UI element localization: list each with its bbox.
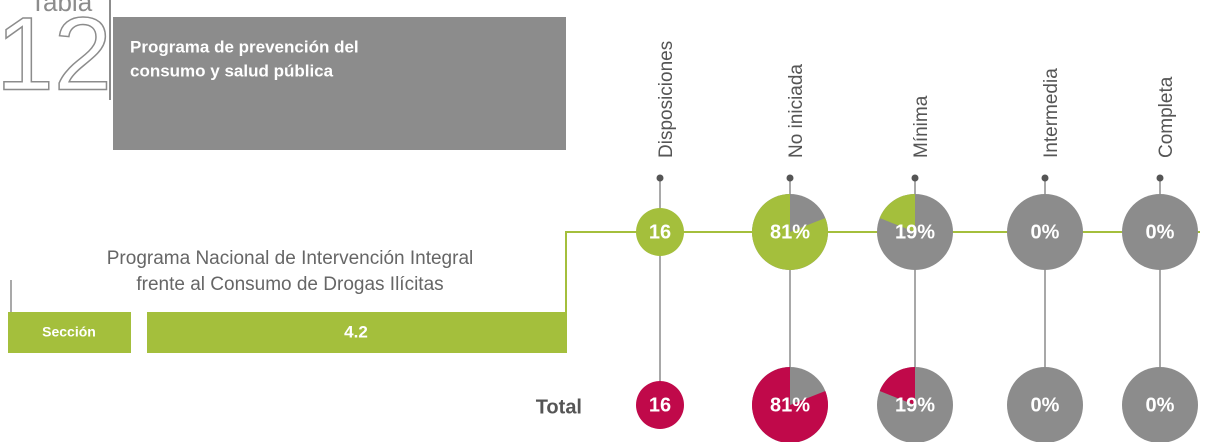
section-box: [147, 312, 566, 353]
count-circle: [636, 381, 684, 429]
connector: [565, 231, 1200, 353]
column-dot: [786, 174, 794, 182]
pie-base: [1007, 194, 1083, 270]
column-header: Disposiciones: [656, 41, 677, 158]
column-dot: [911, 174, 919, 182]
pie-slice: [879, 194, 915, 232]
title-line: consumo y salud pública: [130, 61, 334, 80]
title-box: [113, 17, 566, 150]
pie-slice: [751, 194, 828, 270]
share-label: 19%: [895, 221, 935, 243]
section-label-box: [8, 312, 131, 353]
share-label: 81%: [770, 221, 810, 243]
column-dot: [656, 174, 664, 182]
pie-slice: [879, 367, 915, 405]
pie-base: [1007, 367, 1083, 442]
section-label: Sección: [42, 324, 96, 340]
share-label: 0%: [1031, 394, 1060, 416]
column-header: Intermedia: [1041, 68, 1062, 158]
program-line: Programa Nacional de Intervención Integr…: [107, 248, 473, 269]
program-line: frente al Consumo de Drogas Ilícitas: [136, 274, 443, 295]
column-header: Completa: [1156, 76, 1177, 158]
count-label: 16: [649, 221, 671, 243]
count-circle: [636, 208, 684, 256]
section-value: 4.2: [344, 322, 368, 341]
column-header: Mínima: [911, 95, 932, 158]
share-label: 81%: [770, 394, 810, 416]
row-label: Total: [536, 396, 582, 418]
share-label: 19%: [895, 394, 935, 416]
count-label: 16: [649, 394, 671, 416]
share-label: 0%: [1031, 221, 1060, 243]
share-label: 0%: [1146, 221, 1175, 243]
pie-base: [1122, 367, 1198, 442]
header-number: 12: [0, 0, 112, 112]
header-word: Tabla: [30, 0, 93, 17]
pie-base: [1122, 194, 1198, 270]
column-dot: [1041, 174, 1049, 182]
column-header: No iniciada: [786, 64, 807, 158]
title-line: Programa de prevención del: [130, 37, 359, 56]
pie-slice: [752, 367, 828, 442]
layout: Tabla 12 Programa de prevención del cons…: [0, 0, 1200, 353]
column-dot: [1156, 174, 1164, 182]
share-label: 0%: [1146, 394, 1175, 416]
